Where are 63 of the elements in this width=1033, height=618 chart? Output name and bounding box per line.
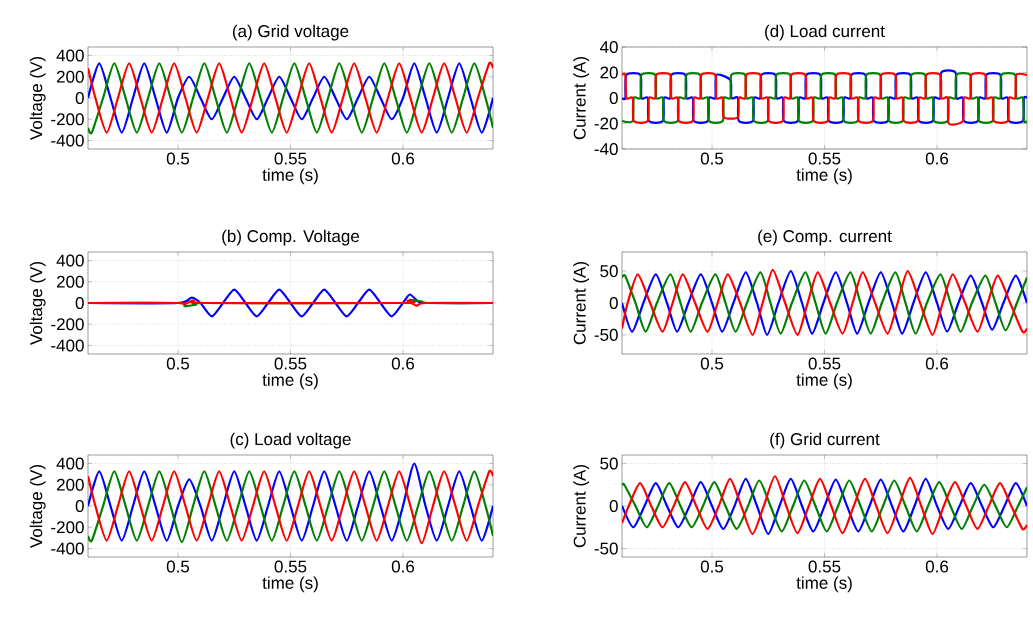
x-tick-label: 0.55 bbox=[274, 560, 307, 573]
x-tick-label: 0.5 bbox=[700, 152, 724, 165]
chart-title: (b) Comp. Voltage bbox=[222, 229, 360, 246]
y-tick-label: 200 bbox=[56, 478, 84, 491]
y-axis-title: Current (A) bbox=[573, 465, 590, 548]
x-axis-title: time (s) bbox=[262, 576, 318, 593]
y-tick-label: 400 bbox=[56, 254, 84, 267]
x-tick-label: 0.5 bbox=[700, 560, 724, 573]
y-tick-label: -400 bbox=[51, 339, 84, 352]
y-tick-label: -20 bbox=[594, 117, 618, 130]
x-tick-label: 0.6 bbox=[391, 357, 415, 370]
y-tick-label: -50 bbox=[594, 542, 618, 555]
y-tick-label: 0 bbox=[609, 296, 618, 310]
y-axis-title: Voltage (V) bbox=[29, 262, 46, 345]
x-axis-title: time (s) bbox=[796, 168, 852, 185]
x-tick-label: 0.5 bbox=[700, 357, 724, 370]
y-axis-title: Voltage (V) bbox=[29, 465, 46, 548]
y-tick-label: 0 bbox=[609, 499, 618, 513]
x-tick-label: 0.6 bbox=[391, 560, 415, 573]
x-tick-label: 0.6 bbox=[925, 560, 949, 573]
x-tick-label: 0.55 bbox=[808, 560, 841, 573]
x-tick-label: 0.6 bbox=[391, 152, 415, 165]
x-axis-title: time (s) bbox=[262, 373, 318, 390]
y-tick-label: 0 bbox=[75, 91, 84, 105]
x-tick-label: 0.55 bbox=[274, 152, 307, 165]
chart-title: (c) Load voltage bbox=[230, 432, 351, 449]
y-tick-label: 0 bbox=[609, 91, 618, 105]
x-axis-title: time (s) bbox=[796, 576, 852, 593]
y-tick-label: 200 bbox=[56, 70, 84, 83]
y-axis-title: Voltage (V) bbox=[29, 57, 46, 140]
y-tick-label: -400 bbox=[51, 542, 84, 555]
x-tick-label: 0.5 bbox=[166, 152, 190, 165]
x-tick-label: 0.6 bbox=[925, 152, 949, 165]
x-axis-title: time (s) bbox=[796, 373, 852, 390]
y-tick-label: 50 bbox=[600, 457, 618, 470]
chart-title: (a) Grid voltage bbox=[232, 24, 349, 41]
y-tick-label: 400 bbox=[56, 49, 84, 62]
y-axis-title: Current (A) bbox=[573, 262, 590, 345]
y-tick-label: 200 bbox=[56, 275, 84, 288]
y-tick-label: -40 bbox=[594, 142, 618, 156]
chart-title: (e) Comp. current bbox=[758, 229, 892, 246]
y-tick-label: 0 bbox=[75, 296, 84, 310]
x-tick-label: 0.5 bbox=[166, 357, 190, 370]
chart-title: (d) Load current bbox=[765, 24, 885, 41]
line-series bbox=[88, 62, 493, 134]
y-tick-label: 0 bbox=[75, 499, 84, 513]
x-tick-label: 0.6 bbox=[925, 357, 949, 370]
y-tick-label: 20 bbox=[600, 66, 618, 79]
y-tick-label: -50 bbox=[594, 328, 618, 341]
y-tick-label: 40 bbox=[599, 40, 618, 54]
y-tick-label: 400 bbox=[56, 457, 84, 470]
x-tick-label: 0.55 bbox=[274, 357, 307, 370]
x-tick-label: 0.55 bbox=[808, 152, 841, 165]
x-tick-label: 0.5 bbox=[166, 560, 190, 573]
y-tick-label: -200 bbox=[51, 521, 84, 534]
chart-title: (f) Grid current bbox=[770, 432, 880, 449]
y-axis-title: Current (A) bbox=[573, 57, 590, 140]
y-tick-label: -200 bbox=[51, 318, 84, 331]
x-tick-label: 0.55 bbox=[808, 357, 841, 370]
y-tick-label: -400 bbox=[51, 134, 84, 147]
y-tick-label: 50 bbox=[600, 265, 618, 278]
x-axis-title: time (s) bbox=[262, 168, 318, 185]
y-tick-label: -200 bbox=[51, 113, 84, 126]
